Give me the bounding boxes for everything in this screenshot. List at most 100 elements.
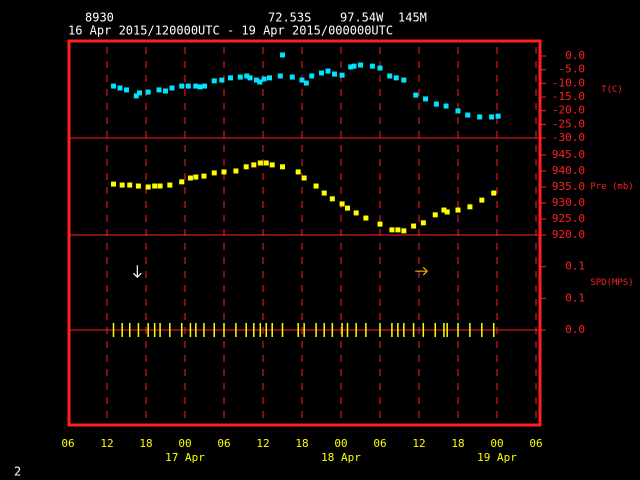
data-point <box>348 64 354 70</box>
data-point <box>135 183 141 189</box>
data-point <box>277 73 283 79</box>
y-tick-label: 925.0 <box>552 212 585 225</box>
data-point <box>243 164 249 170</box>
data-point <box>145 184 151 190</box>
data-point <box>221 169 227 175</box>
data-point <box>251 162 257 168</box>
x-tick-label: 00 <box>178 437 191 450</box>
x-tick-label: 00 <box>334 437 347 450</box>
data-point <box>467 204 473 210</box>
day-label: 18 Apr <box>321 451 361 464</box>
data-point <box>211 170 217 176</box>
data-point <box>119 182 125 188</box>
data-point <box>465 112 471 118</box>
data-point <box>193 83 199 89</box>
x-tick-label: 18 <box>451 437 464 450</box>
data-point <box>339 201 345 207</box>
data-point <box>358 62 363 68</box>
period: 16 Apr 2015/120000UTC - 19 Apr 2015/0000… <box>68 24 393 38</box>
data-point <box>257 160 263 166</box>
data-point <box>309 73 315 79</box>
data-point <box>269 162 275 168</box>
data-point <box>332 71 337 77</box>
data-point <box>156 87 162 93</box>
data-point <box>301 175 307 181</box>
data-point <box>111 181 116 187</box>
data-point <box>152 183 158 189</box>
data-point <box>413 92 419 98</box>
data-point <box>280 52 285 58</box>
day-label: 19 Apr <box>477 451 517 464</box>
data-point <box>193 174 199 180</box>
x-tick-label: 06 <box>217 437 230 450</box>
data-point <box>339 72 345 78</box>
frame <box>67 39 542 427</box>
data-point <box>211 78 217 84</box>
data-point <box>295 169 301 175</box>
data-point <box>257 79 263 85</box>
data-point <box>369 63 375 69</box>
data-point <box>420 220 426 226</box>
y-tick-label: -15.0 <box>552 90 585 103</box>
data-point <box>441 207 447 213</box>
x-tick-label: 12 <box>256 437 269 450</box>
y-tick-label: 935.0 <box>552 180 585 193</box>
data-point <box>145 89 151 95</box>
data-point <box>455 207 461 213</box>
x-tick-label: 18 <box>139 437 152 450</box>
elevation: 145M <box>398 11 427 25</box>
data-point <box>244 73 250 79</box>
data-point <box>423 96 428 102</box>
data-point <box>254 77 259 83</box>
data-point <box>411 223 417 229</box>
page-number: 2 <box>14 465 21 479</box>
y-tick-label: 0.0 <box>565 49 585 62</box>
data-point <box>299 77 305 83</box>
data-point <box>329 196 335 202</box>
data-point <box>401 228 407 234</box>
y-tick-label: 930.0 <box>552 196 585 209</box>
data-point <box>444 209 450 215</box>
y-tick-label: 945.0 <box>552 148 585 161</box>
data-point <box>495 113 501 119</box>
y-axis-label: Pre (mb) <box>590 182 633 192</box>
data-point <box>117 85 123 91</box>
x-tick-label: 12 <box>412 437 425 450</box>
data-point <box>443 103 449 109</box>
wind-arrow <box>132 265 142 279</box>
y-tick-label: -30.0 <box>552 131 585 144</box>
data-point <box>489 114 495 120</box>
data-point <box>351 63 357 69</box>
y-tick-label: 940.0 <box>552 164 585 177</box>
data-point <box>389 227 395 233</box>
data-point <box>111 83 116 89</box>
data-point <box>167 182 173 188</box>
x-tick-label: 06 <box>529 437 542 450</box>
data-point <box>401 77 407 83</box>
x-tick-label: 12 <box>100 437 113 450</box>
data-point <box>247 75 253 81</box>
x-tick-label: 06 <box>373 437 386 450</box>
data-point <box>185 83 191 89</box>
data-point <box>202 83 207 89</box>
data-point <box>353 210 359 216</box>
data-point <box>219 77 225 83</box>
data-point <box>124 87 129 93</box>
data-point <box>197 84 203 90</box>
y-axis-label: T(C) <box>601 85 623 95</box>
data-point <box>267 75 272 81</box>
x-tick-label: 00 <box>490 437 503 450</box>
data-point <box>263 160 269 166</box>
data-point <box>233 168 239 174</box>
data-point <box>432 212 438 218</box>
data-point <box>387 73 393 79</box>
station-id: 8930 <box>85 11 114 25</box>
day-label: 17 Apr <box>165 451 205 464</box>
y-tick-label: -10.0 <box>552 76 585 89</box>
y-tick-label: 0.1 <box>565 291 585 304</box>
data-point <box>137 90 142 96</box>
data-point <box>393 75 399 81</box>
data-point <box>133 93 139 99</box>
